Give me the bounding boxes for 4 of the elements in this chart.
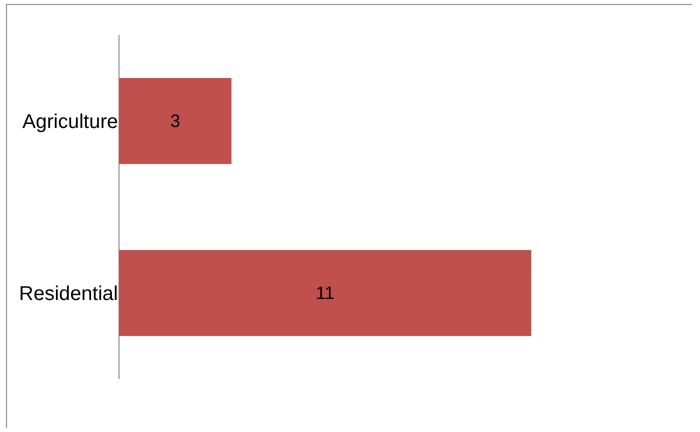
y-tick-label: Residential	[19, 283, 118, 305]
data-label: 3	[170, 111, 180, 131]
y-tick-label: Agriculture	[22, 111, 118, 133]
data-label: 11	[316, 283, 334, 303]
